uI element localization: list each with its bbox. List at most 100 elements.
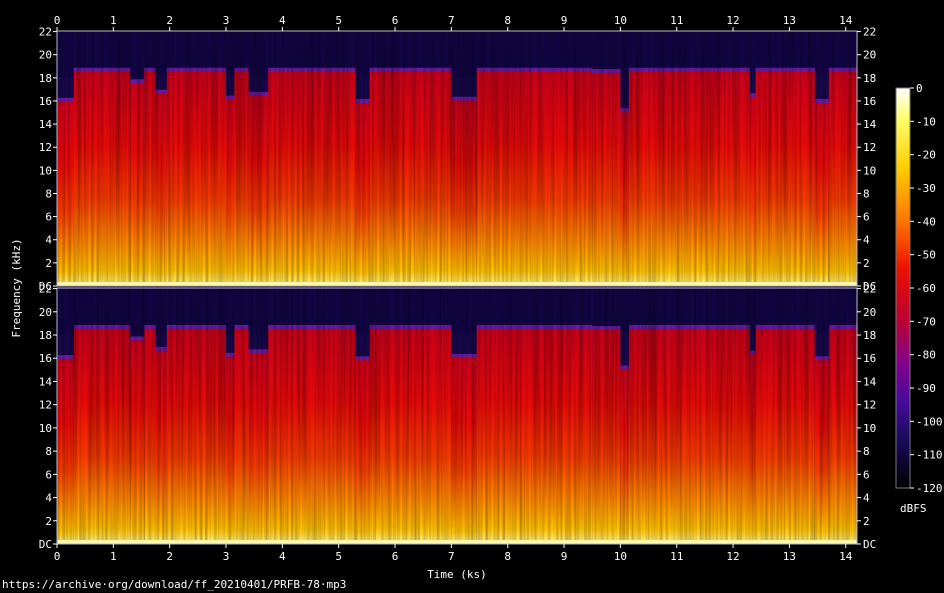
- x-tick-label: 1: [110, 14, 117, 27]
- spectrogram-texture: [57, 288, 857, 544]
- y-tick-label: 18: [39, 72, 52, 85]
- y-tick-label: 22: [863, 26, 876, 39]
- colorbar-tick-label: -40: [916, 215, 936, 228]
- colorbar-tick-label: -20: [916, 149, 936, 162]
- y-tick-label: 14: [863, 118, 877, 131]
- y-tick-label: 10: [39, 422, 52, 435]
- x-tick-label: 2: [166, 14, 173, 27]
- y-tick-label: 16: [39, 95, 52, 108]
- colorbar-tick-label: -60: [916, 282, 936, 295]
- x-tick-label: 7: [448, 550, 455, 563]
- x-tick-label: 6: [392, 14, 399, 27]
- y-tick-label: DC: [863, 280, 876, 293]
- colorbar-tick-label: -100: [916, 415, 943, 428]
- x-tick-label: 0: [54, 550, 61, 563]
- y-tick-label: 12: [39, 399, 52, 412]
- y-tick-label: 6: [863, 468, 870, 481]
- colorbar-tick-label: -110: [916, 449, 943, 462]
- y-tick-label: 2: [45, 515, 52, 528]
- y-axis-title: Frequency (kHz): [10, 238, 23, 337]
- y-tick-label: 12: [863, 399, 876, 412]
- colorbar-label: dBFS: [900, 502, 927, 515]
- y-tick-label: 10: [863, 164, 876, 177]
- x-tick-label: 12: [726, 550, 739, 563]
- x-tick-label: 11: [670, 550, 683, 563]
- y-tick-label: 22: [39, 283, 52, 296]
- x-tick-label: 9: [561, 550, 568, 563]
- source-url: https://archive·org/download/ff_20210401…: [2, 578, 347, 591]
- x-tick-label: 5: [335, 550, 342, 563]
- y-tick-label: 14: [39, 118, 53, 131]
- y-tick-label: DC: [863, 538, 876, 551]
- spectrogram-dc-band: [57, 540, 857, 544]
- y-tick-label: 6: [863, 211, 870, 224]
- x-tick-label: 13: [783, 14, 796, 27]
- y-tick-label: DC: [39, 280, 52, 293]
- y-tick-label: 12: [39, 141, 52, 154]
- x-tick-label: 8: [504, 550, 511, 563]
- y-tick-label: 16: [39, 352, 52, 365]
- y-tick-label: DC: [39, 538, 52, 551]
- x-tick-label: 10: [614, 550, 627, 563]
- x-tick-label: 4: [279, 550, 286, 563]
- y-tick-label: 6: [45, 211, 52, 224]
- x-tick-label: 5: [335, 14, 342, 27]
- x-tick-label: 11: [670, 14, 683, 27]
- y-tick-label: 20: [863, 49, 876, 62]
- x-tick-label: 10: [614, 14, 627, 27]
- x-tick-label: 3: [223, 14, 230, 27]
- x-tick-label: 14: [839, 14, 853, 27]
- x-tick-label: 12: [726, 14, 739, 27]
- colorbar-tick-label: 0: [916, 82, 923, 95]
- x-tick-label: 7: [448, 14, 455, 27]
- y-tick-label: 12: [863, 141, 876, 154]
- colorbar-tick-label: -80: [916, 349, 936, 362]
- y-tick-label: 22: [863, 283, 876, 296]
- y-tick-label: 10: [863, 422, 876, 435]
- spectrogram-panel-top: [57, 31, 857, 287]
- colorbar-tick-label: -90: [916, 382, 936, 395]
- y-tick-label: 10: [39, 164, 52, 177]
- colorbar-tick-label: -70: [916, 315, 936, 328]
- spectrogram-dc-band: [57, 282, 857, 286]
- spectrogram-panel-bottom: [57, 288, 857, 544]
- y-tick-label: 4: [45, 492, 52, 505]
- x-tick-label: 9: [561, 14, 568, 27]
- y-tick-label: 20: [39, 306, 52, 319]
- colorbar-gradient: [895, 87, 911, 489]
- y-tick-label: 20: [39, 49, 52, 62]
- y-tick-label: 18: [863, 329, 876, 342]
- spectrogram-texture: [57, 31, 857, 286]
- x-tick-label: 0: [54, 14, 61, 27]
- y-tick-label: 6: [45, 468, 52, 481]
- y-tick-label: 2: [863, 515, 870, 528]
- colorbar-tick-label: -10: [916, 115, 936, 128]
- x-tick-label: 1: [110, 550, 117, 563]
- y-tick-label: 20: [863, 306, 876, 319]
- y-tick-label: 8: [863, 445, 870, 458]
- x-tick-label: 14: [839, 550, 853, 563]
- x-tick-label: 13: [783, 550, 796, 563]
- y-tick-label: 16: [863, 95, 876, 108]
- x-tick-label: 6: [392, 550, 399, 563]
- colorbar-tick-label: -50: [916, 249, 936, 262]
- y-tick-label: 2: [45, 257, 52, 270]
- colorbar-tick-label: -30: [916, 182, 936, 195]
- colorbar: dBFS 0 -10 -20 -30 -40 -50 -60 -70 -80 -90 -100 -11…: [895, 82, 943, 515]
- y-tick-label: 4: [863, 234, 870, 247]
- x-tick-label: 2: [166, 550, 173, 563]
- y-tick-label: 18: [863, 72, 876, 85]
- y-tick-label: 4: [863, 492, 870, 505]
- x-tick-label: 4: [279, 14, 286, 27]
- plot-frame: [56, 287, 858, 545]
- y-tick-label: 18: [39, 329, 52, 342]
- y-tick-label: 8: [863, 187, 870, 200]
- y-tick-label: 8: [45, 445, 52, 458]
- y-tick-label: 2: [863, 257, 870, 270]
- y-tick-label: 16: [863, 352, 876, 365]
- y-tick-label: 4: [45, 234, 52, 247]
- x-axis-title: Time (ks): [427, 568, 487, 581]
- y-tick-label: 8: [45, 187, 52, 200]
